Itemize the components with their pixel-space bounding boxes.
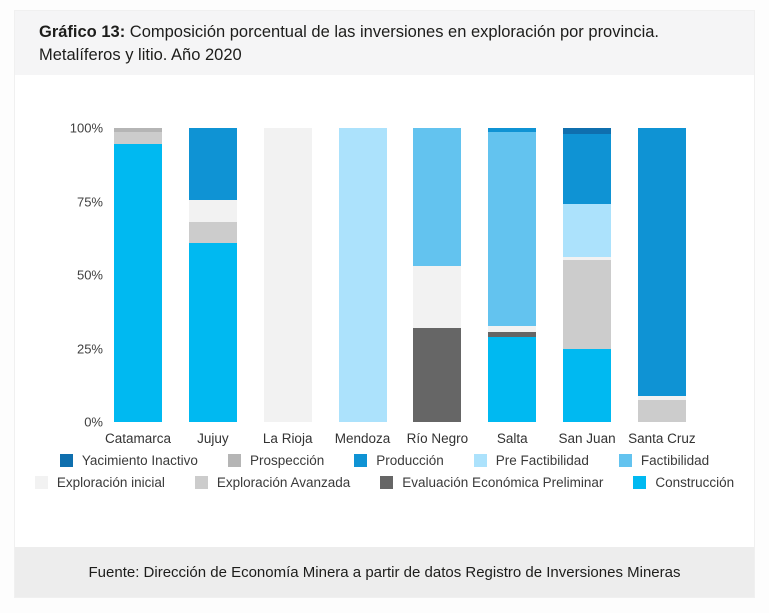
plot-bars: Catamarca Jujuy La Rioja Mendoza Río Negro Sa… [105,128,696,446]
legend-swatch-icon [473,454,487,467]
segment-construccion [114,144,162,422]
title-band: Gráfico 13: Composición porcentual de la… [15,11,754,75]
bar-catamarca: Catamarca [105,128,171,446]
legend: Yacimiento Inactivo Prospección Producción… [15,453,754,497]
x-label-jujuy: Jujuy [197,431,229,446]
bar-santa-cruz: Santa Cruz [628,128,696,446]
legend-item-evaluacion_economica_preliminar: Evaluación Económica Preliminar [380,475,603,490]
chart-subtitle: Metalíferos y litio. Año 2020 [39,46,242,64]
legend-swatch-icon [380,476,394,489]
bar-stack-mendoza [338,128,387,422]
segment-evaluacion_economica_preliminar [413,327,462,422]
segment-evaluacion_economica_preliminar [488,332,537,337]
segment-exploracion_inicial [188,200,237,223]
segment-prospeccion [114,128,162,133]
legend-item-factibilidad: Factibilidad [618,453,710,468]
legend-swatch-icon [618,454,632,467]
chart-title: Gráfico 13: Composición porcentual de la… [39,21,730,44]
segment-produccion [188,128,237,201]
y-tick-25: 25% [76,341,103,356]
segment-produccion [563,133,612,205]
x-label-santa-cruz: Santa Cruz [628,431,696,446]
y-tick-75: 75% [76,194,103,209]
bar-stack-jujuy [188,128,237,422]
x-label-salta: Salta [496,431,528,446]
chart-title-rest: Composición porcentual de las inversione… [129,23,660,41]
x-label-catamarca: Catamarca [104,431,172,446]
footer-band: Fuente: Dirección de Economía Minera a p… [15,547,754,597]
segment-exploracion_inicial [263,128,312,422]
legend-label-yacimiento_inactivo: Yacimiento Inactivo [81,453,198,468]
legend-label-evaluacion_economica_preliminar: Evaluación Económica Preliminar [402,475,604,490]
segment-construccion [488,336,537,422]
legend-swatch-icon [59,454,73,467]
legend-label-prospeccion: Prospección [249,453,325,468]
legend-label-factibilidad: Factibilidad [640,453,710,468]
bar-mendoza: Mendoza [335,128,390,446]
legend-item-construccion: Construcción [633,475,734,490]
legend-item-exploracion_avanzada: Exploración Avanzada [194,475,351,490]
legend-label-construccion: Construcción [655,475,735,490]
x-label-san-juan: San Juan [558,431,616,446]
legend-item-produccion: Producción [354,453,444,468]
legend-row-2: Exploración inicial Exploración Avanzada E… [15,475,754,490]
bar-stack-san-juan [563,128,612,422]
legend-swatch-icon [34,476,48,489]
segment-construccion [188,242,237,422]
segment-exploracion_inicial [488,326,537,333]
segment-exploracion_avanzada [563,260,612,349]
legend-item-prospeccion: Prospección [227,453,325,468]
bar-san-juan: San Juan [559,128,616,446]
y-tick-100: 100% [69,120,103,136]
y-tick-50: 50% [76,267,103,283]
y-tick-0: 0% [84,414,103,430]
legend-label-pre_factibilidad: Pre Factibilidad [495,453,589,468]
legend-item-exploracion_inicial: Exploración inicial [34,475,165,490]
bar-stack-rio-negro [413,128,462,422]
bar-stack-salta [488,128,537,422]
report-card: Gráfico 13: Composición porcentual de la… [14,10,755,598]
bar-rio-negro: Río Negro [407,128,468,446]
segment-produccion [488,128,537,133]
segment-exploracion_inicial [637,395,686,400]
segment-produccion [637,128,686,396]
segment-yacimiento_inactivo [563,128,612,134]
legend-swatch-icon [227,454,241,467]
bar-salta: Salta [488,128,537,446]
x-label-rio-negro: Río Negro [406,431,469,446]
segment-factibilidad [488,132,537,327]
segment-factibilidad [413,128,462,267]
segment-exploracion_inicial [563,257,612,261]
segment-exploracion_inicial [413,266,462,328]
legend-label-produccion: Producción [376,453,444,468]
x-label-mendoza: Mendoza [334,431,391,446]
source-text: Fuente: Dirección de Economía Minera a p… [88,563,681,581]
chart-title-prefix: Gráfico 13: [39,23,126,41]
segment-exploracion_avanzada [188,222,237,243]
legend-swatch-icon [194,476,208,489]
segment-exploracion_avanzada [114,132,162,145]
bar-stack-la-rioja [263,128,312,422]
segment-pre_factibilidad [338,128,387,422]
legend-row-1: Yacimiento Inactivo Prospección Producción… [15,453,754,468]
bar-stack-catamarca [114,128,162,422]
legend-swatch-icon [633,476,647,489]
x-label-la-rioja: La Rioja [262,431,313,446]
segment-pre_factibilidad [563,204,612,258]
legend-label-exploracion_avanzada: Exploración Avanzada [216,475,351,490]
segment-exploracion_avanzada [637,399,686,422]
y-axis: 0% 25% 50% 75% 100% [55,121,103,430]
legend-item-pre_factibilidad: Pre Factibilidad [473,453,589,468]
legend-item-yacimiento_inactivo: Yacimiento Inactivo [59,453,198,468]
bar-jujuy: Jujuy [188,128,237,446]
bar-la-rioja: La Rioja [263,128,312,446]
bar-stack-santa-cruz [637,128,686,422]
segment-construccion [563,348,612,422]
legend-label-exploracion_inicial: Exploración inicial [56,475,165,490]
legend-swatch-icon [354,454,368,467]
